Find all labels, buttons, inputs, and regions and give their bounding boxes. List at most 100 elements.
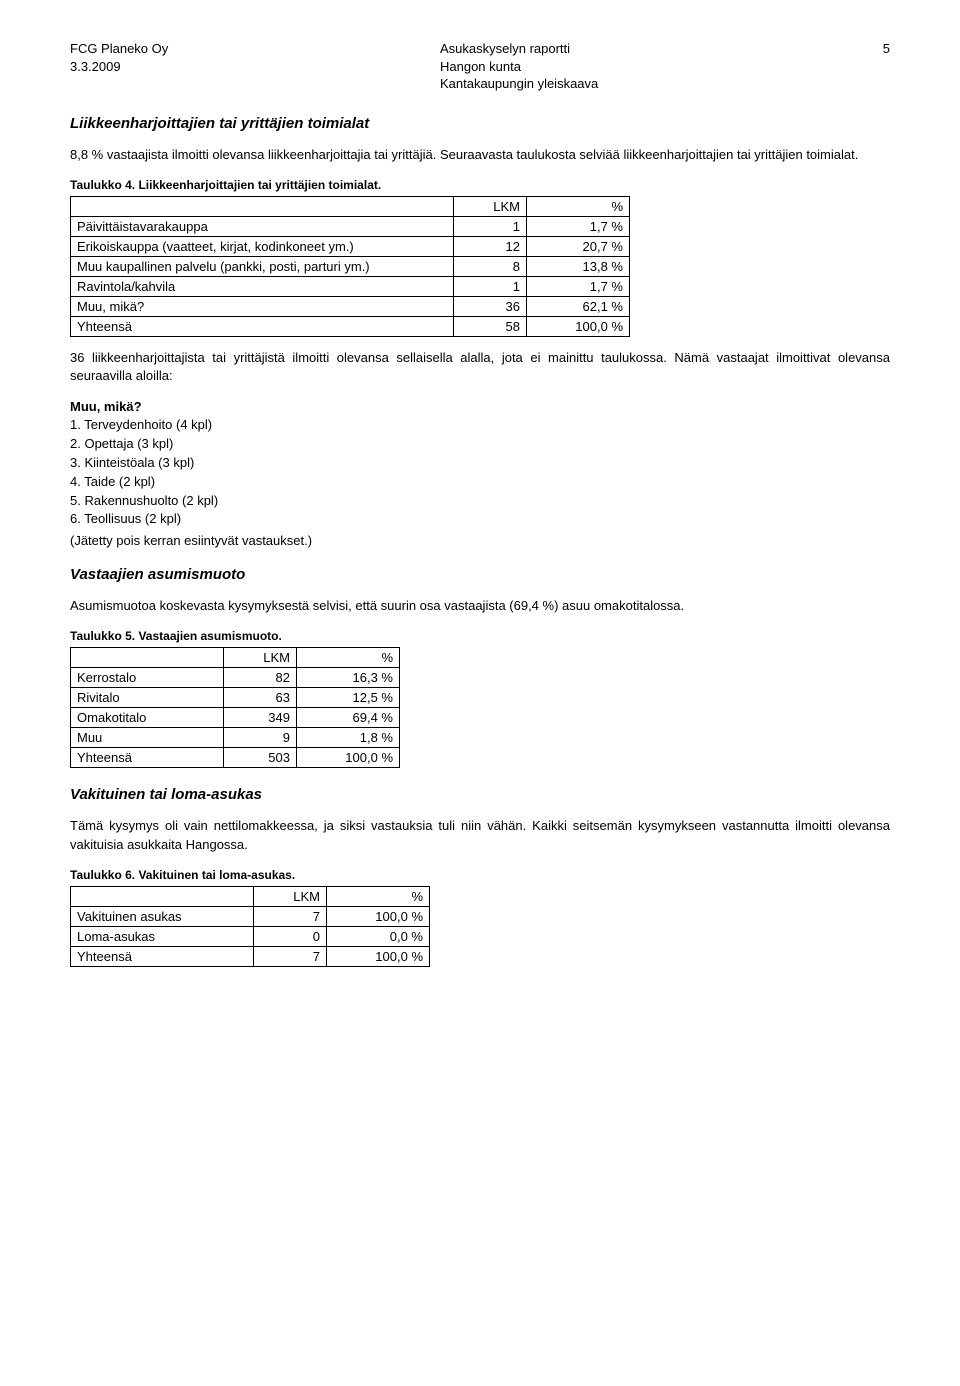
table-row: Muu, mikä?3662,1 % xyxy=(71,296,630,316)
table-cell-label: Ravintola/kahvila xyxy=(71,276,454,296)
table-cell-label: Muu, mikä? xyxy=(71,296,454,316)
table-cell-lkm: 0 xyxy=(254,926,327,946)
table-header-empty xyxy=(71,648,224,668)
list-item: 3. Kiinteistöala (3 kpl) xyxy=(70,454,890,473)
table-cell-pct: 62,1 % xyxy=(527,296,630,316)
table-cell-lkm: 8 xyxy=(454,256,527,276)
table-row: Loma-asukas00,0 % xyxy=(71,926,430,946)
table-cell-pct: 13,8 % xyxy=(527,256,630,276)
table-row: Erikoiskauppa (vaatteet, kirjat, kodinko… xyxy=(71,236,630,256)
table-cell-lkm: 36 xyxy=(454,296,527,316)
table-cell-label: Muu kaupallinen palvelu (pankki, posti, … xyxy=(71,256,454,276)
list-item: 4. Taide (2 kpl) xyxy=(70,473,890,492)
table-cell-lkm: 58 xyxy=(454,316,527,336)
table-row: Omakotitalo34969,4 % xyxy=(71,708,400,728)
table-6: LKM%Vakituinen asukas7100,0 %Loma-asukas… xyxy=(70,886,430,967)
table-row: Päivittäistavarakauppa11,7 % xyxy=(71,216,630,236)
page-header: FCG Planeko Oy 3.3.2009 Asukaskyselyn ra… xyxy=(70,40,890,93)
section-1-title: Liikkeenharjoittajien tai yrittäjien toi… xyxy=(70,115,890,132)
table-header-lkm: LKM xyxy=(224,648,297,668)
page-number: 5 xyxy=(870,40,890,58)
list-item: 2. Opettaja (3 kpl) xyxy=(70,435,890,454)
table-row: Kerrostalo8216,3 % xyxy=(71,668,400,688)
table-cell-lkm: 82 xyxy=(224,668,297,688)
table-cell-label: Rivitalo xyxy=(71,688,224,708)
section-2-para: Asumismuotoa koskevasta kysymyksestä sel… xyxy=(70,597,890,615)
table-cell-pct: 100,0 % xyxy=(327,906,430,926)
table-cell-label: Yhteensä xyxy=(71,316,454,336)
table-cell-pct: 20,7 % xyxy=(527,236,630,256)
table-cell-label: Yhteensä xyxy=(71,748,224,768)
header-date: 3.3.2009 xyxy=(70,58,168,76)
table-cell-pct: 1,7 % xyxy=(527,276,630,296)
header-left: FCG Planeko Oy 3.3.2009 xyxy=(70,40,168,93)
section-2-title: Vastaajien asumismuoto xyxy=(70,566,890,583)
table-cell-label: Päivittäistavarakauppa xyxy=(71,216,454,236)
list-item: 5. Rakennushuolto (2 kpl) xyxy=(70,492,890,511)
table-cell-lkm: 349 xyxy=(224,708,297,728)
table-cell-pct: 12,5 % xyxy=(297,688,400,708)
table-cell-pct: 1,7 % xyxy=(527,216,630,236)
table-4-after-para: 36 liikkeenharjoittajista tai yrittäjist… xyxy=(70,349,890,385)
table-cell-lkm: 12 xyxy=(454,236,527,256)
table-cell-pct: 16,3 % xyxy=(297,668,400,688)
table-row: Vakituinen asukas7100,0 % xyxy=(71,906,430,926)
table-row: Rivitalo6312,5 % xyxy=(71,688,400,708)
list-footnote: (Jätetty pois kerran esiintyvät vastauks… xyxy=(70,533,890,548)
table-header-row: LKM% xyxy=(71,196,630,216)
table-header-lkm: LKM xyxy=(254,886,327,906)
table-cell-pct: 69,4 % xyxy=(297,708,400,728)
table-cell-label: Erikoiskauppa (vaatteet, kirjat, kodinko… xyxy=(71,236,454,256)
table-6-caption: Taulukko 6. Vakituinen tai loma-asukas. xyxy=(70,868,890,882)
list-heading: Muu, mikä? xyxy=(70,399,890,414)
list-item: 6. Teollisuus (2 kpl) xyxy=(70,510,890,529)
table-header-row: LKM% xyxy=(71,886,430,906)
table-cell-lkm: 7 xyxy=(254,946,327,966)
table-cell-lkm: 7 xyxy=(254,906,327,926)
table-header-pct: % xyxy=(297,648,400,668)
table-row: Yhteensä503100,0 % xyxy=(71,748,400,768)
numbered-list: 1. Terveydenhoito (4 kpl)2. Opettaja (3 … xyxy=(70,416,890,529)
list-item: 1. Terveydenhoito (4 kpl) xyxy=(70,416,890,435)
table-cell-label: Muu xyxy=(71,728,224,748)
header-municipality: Hangon kunta xyxy=(440,58,598,76)
table-cell-pct: 100,0 % xyxy=(327,946,430,966)
table-cell-label: Vakituinen asukas xyxy=(71,906,254,926)
table-cell-pct: 100,0 % xyxy=(297,748,400,768)
header-report-title: Asukaskyselyn raportti xyxy=(440,40,598,58)
section-3-title: Vakituinen tai loma-asukas xyxy=(70,786,890,803)
table-cell-label: Kerrostalo xyxy=(71,668,224,688)
table-row: Yhteensä7100,0 % xyxy=(71,946,430,966)
header-plan: Kantakaupungin yleiskaava xyxy=(440,75,598,93)
section-1-para: 8,8 % vastaajista ilmoitti olevansa liik… xyxy=(70,146,890,164)
table-cell-lkm: 1 xyxy=(454,216,527,236)
page-container: FCG Planeko Oy 3.3.2009 Asukaskyselyn ra… xyxy=(0,0,960,1023)
table-row: Yhteensä58100,0 % xyxy=(71,316,630,336)
table-cell-label: Omakotitalo xyxy=(71,708,224,728)
table-cell-pct: 0,0 % xyxy=(327,926,430,946)
table-header-empty xyxy=(71,886,254,906)
header-company: FCG Planeko Oy xyxy=(70,40,168,58)
table-4: LKM%Päivittäistavarakauppa11,7 %Erikoisk… xyxy=(70,196,630,337)
header-right: 5 xyxy=(870,40,890,93)
table-header-row: LKM% xyxy=(71,648,400,668)
header-center: Asukaskyselyn raportti Hangon kunta Kant… xyxy=(440,40,598,93)
table-header-pct: % xyxy=(327,886,430,906)
table-row: Ravintola/kahvila11,7 % xyxy=(71,276,630,296)
table-cell-label: Loma-asukas xyxy=(71,926,254,946)
table-cell-lkm: 503 xyxy=(224,748,297,768)
table-cell-lkm: 1 xyxy=(454,276,527,296)
section-3-para: Tämä kysymys oli vain nettilomakkeessa, … xyxy=(70,817,890,853)
table-cell-lkm: 9 xyxy=(224,728,297,748)
table-row: Muu kaupallinen palvelu (pankki, posti, … xyxy=(71,256,630,276)
table-cell-label: Yhteensä xyxy=(71,946,254,966)
table-5: LKM%Kerrostalo8216,3 %Rivitalo6312,5 %Om… xyxy=(70,647,400,768)
table-cell-pct: 1,8 % xyxy=(297,728,400,748)
table-4-caption: Taulukko 4. Liikkeenharjoittajien tai yr… xyxy=(70,178,890,192)
table-5-caption: Taulukko 5. Vastaajien asumismuoto. xyxy=(70,629,890,643)
table-cell-lkm: 63 xyxy=(224,688,297,708)
table-header-lkm: LKM xyxy=(454,196,527,216)
table-header-pct: % xyxy=(527,196,630,216)
table-header-empty xyxy=(71,196,454,216)
table-row: Muu91,8 % xyxy=(71,728,400,748)
